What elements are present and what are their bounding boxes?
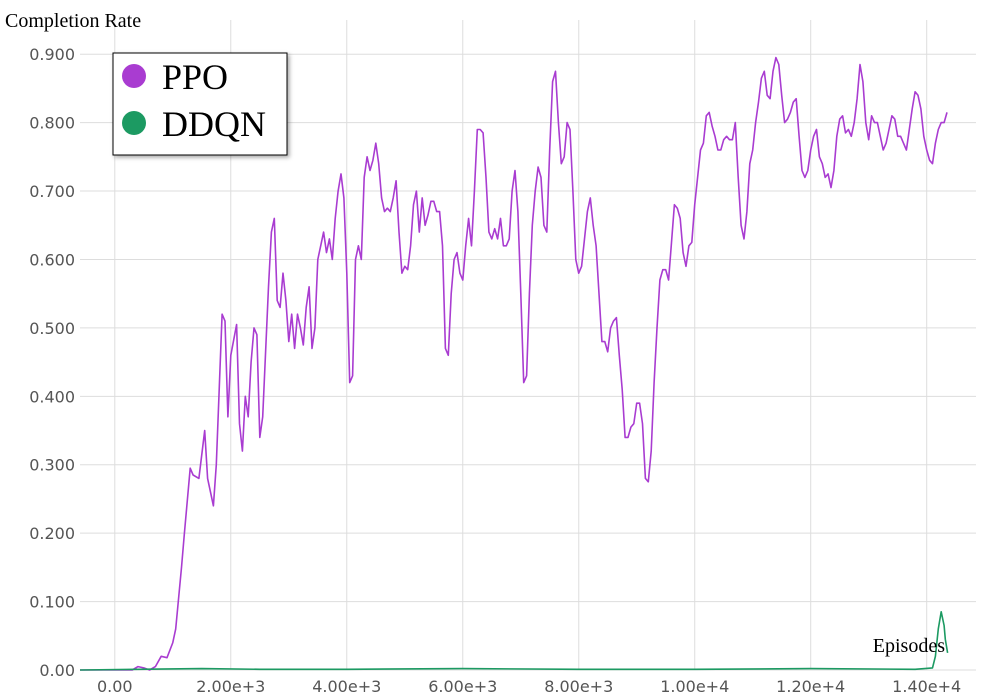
x-tick-label: 6.00e+3 (428, 677, 497, 696)
y-tick-label: 0.700 (29, 182, 75, 201)
y-tick-label: 0.400 (29, 387, 75, 406)
legend: PPO DDQN (112, 52, 288, 156)
legend-ddqn-label: DDQN (162, 104, 266, 144)
series-line-ddqn (79, 611, 949, 671)
series-lines (79, 56, 949, 671)
x-tick-label: 4.00e+3 (312, 677, 381, 696)
y-tick-label: 0.800 (29, 114, 75, 133)
legend-ddqn-marker (122, 111, 146, 135)
x-tick-label: 1.20e+4 (776, 677, 845, 696)
x-tick-label: 2.00e+3 (196, 677, 265, 696)
y-tick-label: 0.500 (29, 319, 75, 338)
series-line-ppo (80, 56, 948, 671)
y-tick-label: 0.100 (29, 593, 75, 612)
legend-ppo-label: PPO (162, 57, 228, 97)
y-tick-label: 0.300 (29, 456, 75, 475)
x-tick-label: 8.00e+3 (544, 677, 613, 696)
x-tick-label: 0.00 (97, 677, 133, 696)
y-tick-label: 0.900 (29, 45, 75, 64)
x-axis-ticks: 0.00 2.00e+3 4.00e+3 6.00e+3 8.00e+3 1.00e+4 1… (97, 677, 961, 696)
y-axis-ticks: 0.00 0.100 0.200 0.300 0.400 0.500 0.600 0.700 0… (29, 45, 75, 680)
x-tick-label: 1.00e+4 (660, 677, 729, 696)
legend-ppo-marker (122, 64, 146, 88)
y-tick-label: 0.00 (39, 661, 75, 680)
y-tick-label: 0.600 (29, 250, 75, 269)
y-tick-label: 0.200 (29, 524, 75, 543)
y-axis-label: Completion Rate (5, 10, 141, 32)
x-tick-label: 1.40e+4 (892, 677, 961, 696)
x-axis-label: Episodes (873, 635, 945, 657)
